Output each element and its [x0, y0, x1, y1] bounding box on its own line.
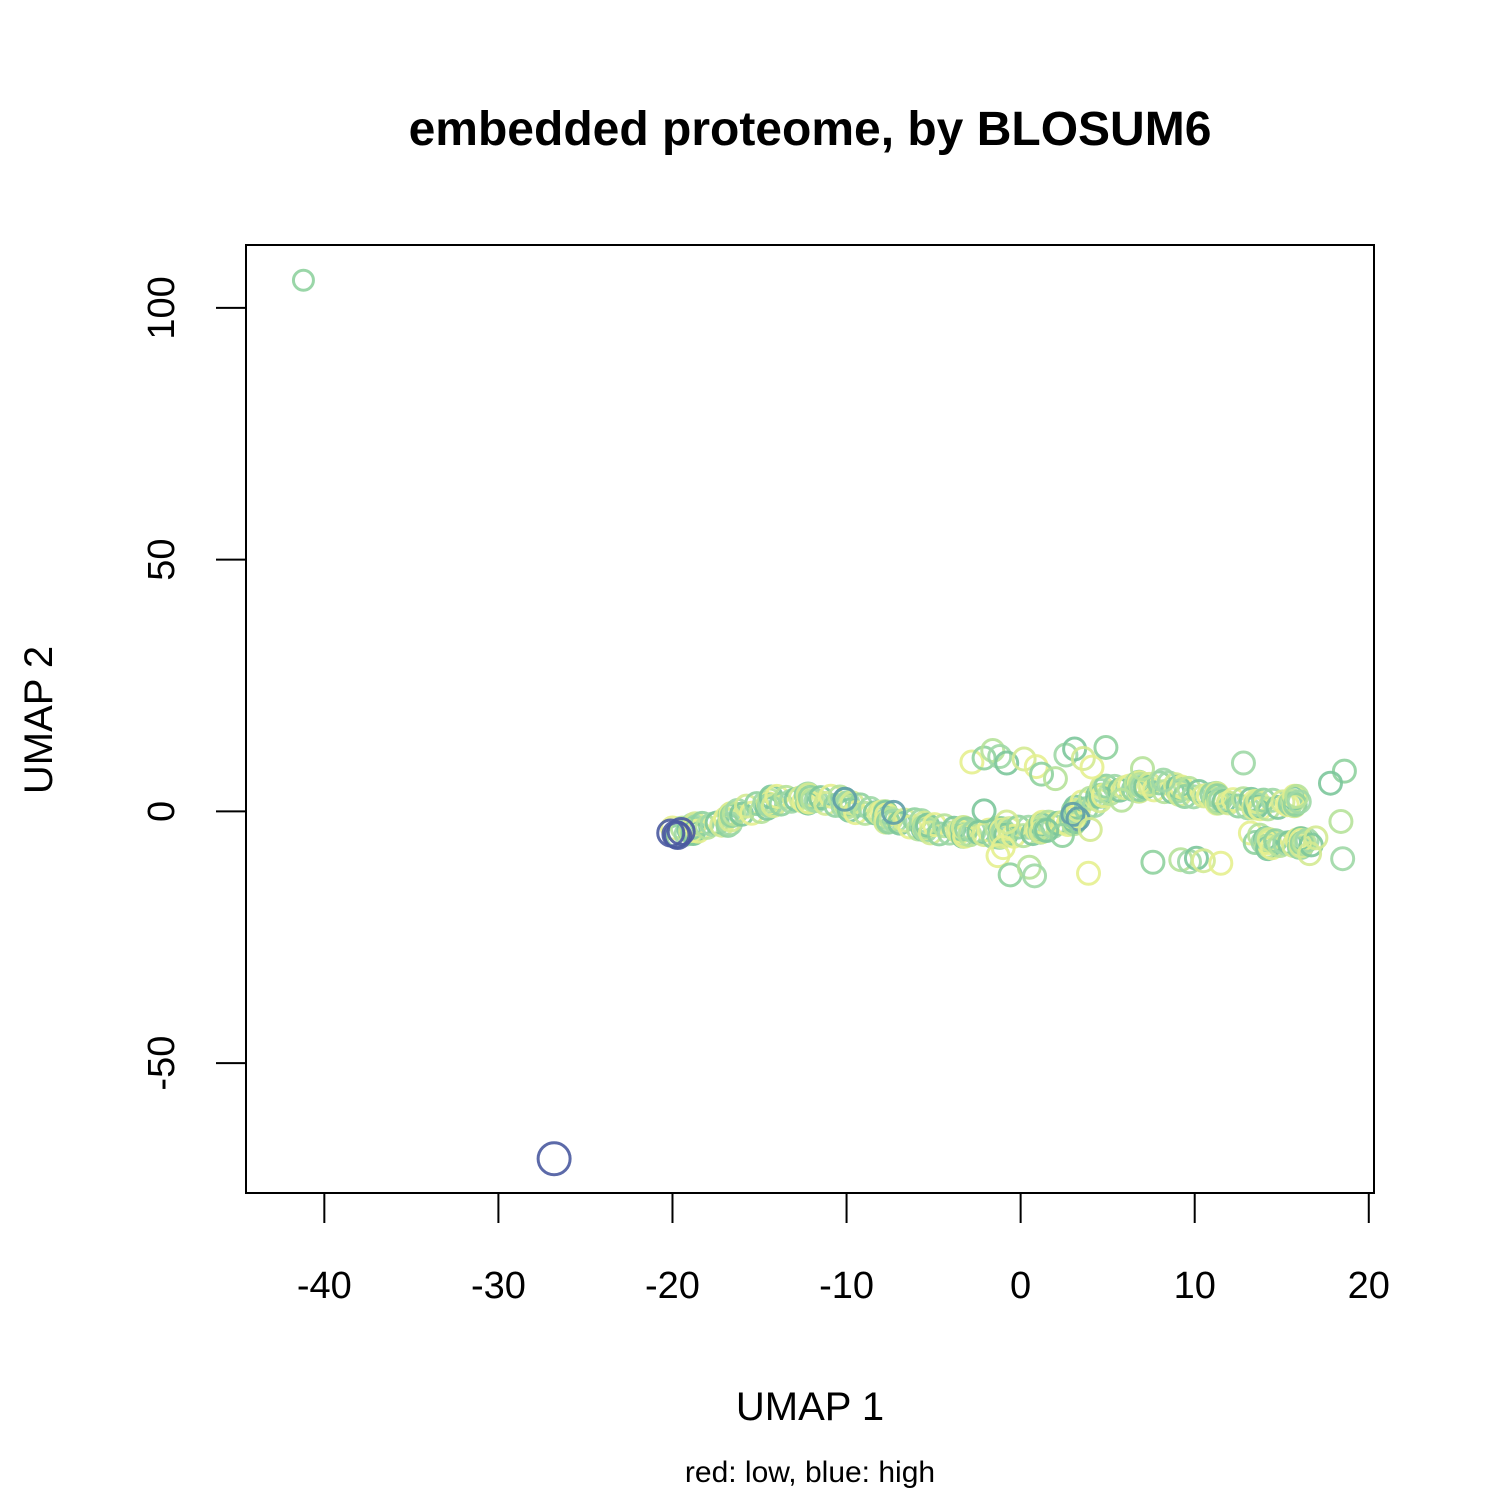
x-axis-label: UMAP 1 — [736, 1385, 884, 1429]
scatter-point — [990, 835, 1016, 861]
outlier-point — [291, 268, 315, 292]
y-tick-label: 0 — [141, 801, 183, 822]
scatter-point — [1042, 766, 1068, 792]
chart-title: embedded proteome, by BLOSUM6 — [409, 103, 1212, 156]
scatter-point — [980, 737, 1006, 763]
scatter-point — [1093, 734, 1119, 760]
high-value-point — [881, 799, 907, 825]
x-axis: -40 -30 -20 -10 0 10 20 — [297, 1192, 1390, 1307]
scatter-point — [971, 745, 997, 771]
scatter-point — [1070, 746, 1096, 772]
y-tick-label: -50 — [141, 1036, 183, 1091]
x-tick-label: -10 — [819, 1265, 874, 1307]
scatter-point — [1208, 850, 1234, 876]
branch-point — [1303, 825, 1329, 851]
plot-frame — [245, 244, 1375, 1194]
scatter-point — [1317, 770, 1343, 796]
trajectory-point — [808, 785, 834, 811]
y-axis: -50 0 50 100 — [141, 276, 247, 1091]
scatter-point — [1022, 863, 1048, 889]
y-tick-label: 100 — [141, 276, 183, 339]
high-value-point — [663, 821, 693, 851]
scatter-point — [1330, 846, 1356, 872]
scatter-point — [1076, 860, 1102, 886]
scatter-point — [1077, 817, 1103, 843]
scatter-point — [1190, 848, 1216, 874]
data-points — [291, 268, 1357, 1177]
outlier-point — [536, 1141, 572, 1177]
scatter-point — [971, 798, 997, 824]
scatter-point — [1297, 841, 1323, 867]
scatter-point — [1029, 761, 1055, 787]
scatter-point — [959, 749, 985, 775]
scatter-point — [1079, 754, 1105, 780]
scatter-point — [1034, 818, 1060, 844]
scatter-point — [1049, 823, 1075, 849]
trajectory-point — [1286, 789, 1312, 815]
scatter-point — [1150, 767, 1176, 793]
y-tick-label: 50 — [141, 539, 183, 581]
trajectory-point — [1282, 792, 1308, 818]
x-tick-label: -40 — [297, 1265, 352, 1307]
x-tick-label: 20 — [1348, 1265, 1390, 1307]
scatter-point — [1011, 746, 1037, 772]
high-value-point — [832, 786, 858, 812]
x-tick-label: -30 — [471, 1265, 526, 1307]
trajectory-point — [721, 801, 747, 827]
high-value-point — [1060, 801, 1086, 827]
scatter-point — [1140, 849, 1166, 875]
scatter-point — [1230, 750, 1256, 776]
trajectory-point — [1136, 771, 1162, 797]
scatter-point — [994, 750, 1020, 776]
scatter-point — [1129, 756, 1155, 782]
scatter-point — [1331, 758, 1357, 784]
scatter-point — [994, 809, 1020, 835]
y-axis-label: UMAP 2 — [17, 646, 61, 794]
scatter-point — [1023, 754, 1049, 780]
x-tick-label: 10 — [1174, 1265, 1216, 1307]
color-legend-note: red: low, blue: high — [685, 1456, 935, 1489]
x-tick-label: -20 — [645, 1265, 700, 1307]
x-tick-label: 0 — [1010, 1265, 1031, 1307]
scatter-point — [1109, 787, 1135, 813]
scatter-point — [1328, 808, 1354, 834]
high-value-point — [666, 817, 696, 847]
scatter-point — [987, 744, 1013, 770]
